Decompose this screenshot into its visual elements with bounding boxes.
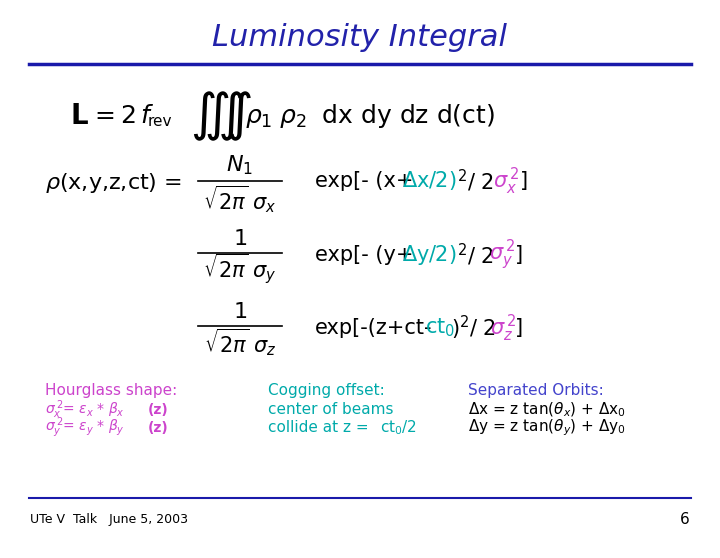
Text: $^2$/ 2: $^2$/ 2 — [457, 242, 494, 268]
Text: $\sigma_y^{\,2}$: $\sigma_y^{\,2}$ — [489, 238, 516, 272]
Text: UTe V  Talk   June 5, 2003: UTe V Talk June 5, 2003 — [30, 513, 188, 527]
Text: )$^2$/ 2: )$^2$/ 2 — [451, 314, 496, 342]
Text: Separated Orbits:: Separated Orbits: — [468, 382, 604, 397]
Text: $\mathbf{L}$: $\mathbf{L}$ — [70, 102, 89, 130]
Text: $\Delta$x = z tan($\theta_x$) + $\Delta$x$_0$: $\Delta$x = z tan($\theta_x$) + $\Delta$… — [468, 401, 626, 419]
Text: $\Delta$y = z tan($\theta_y$) + $\Delta$y$_0$: $\Delta$y = z tan($\theta_y$) + $\Delta$… — [468, 418, 626, 438]
Text: Luminosity Integral: Luminosity Integral — [212, 23, 508, 52]
Text: $\sqrt{2\pi}\;\sigma_z$: $\sqrt{2\pi}\;\sigma_z$ — [204, 326, 276, 358]
Text: $1$: $1$ — [233, 302, 247, 322]
Text: exp[- (y+: exp[- (y+ — [315, 245, 413, 265]
Text: ct$_0$/2: ct$_0$/2 — [380, 418, 417, 437]
Text: Hourglass shape:: Hourglass shape: — [45, 382, 177, 397]
Text: ]: ] — [515, 245, 523, 265]
Text: $\sigma_y^{\,2}$= $\varepsilon_y$ * $\beta_y$: $\sigma_y^{\,2}$= $\varepsilon_y$ * $\be… — [45, 416, 125, 440]
Text: $\Delta$y/2): $\Delta$y/2) — [402, 243, 456, 267]
Text: (z): (z) — [148, 421, 168, 435]
Text: exp[- (x+: exp[- (x+ — [315, 171, 413, 191]
Text: Cogging offset:: Cogging offset: — [268, 382, 384, 397]
Text: ct$_0$: ct$_0$ — [425, 317, 455, 339]
Text: $\iiint\!\!\!\int$: $\iiint\!\!\!\int$ — [190, 89, 252, 143]
Text: (z): (z) — [148, 403, 168, 417]
Text: $\rho_1\;\rho_2\;$ dx dy dz d(ct): $\rho_1\;\rho_2\;$ dx dy dz d(ct) — [245, 102, 495, 130]
Text: $\sigma_x^{\,2}$= $\varepsilon_x$ * $\beta_x$: $\sigma_x^{\,2}$= $\varepsilon_x$ * $\be… — [45, 399, 125, 421]
Text: $1$: $1$ — [233, 229, 247, 249]
Text: center of beams: center of beams — [268, 402, 394, 417]
Text: ]: ] — [515, 318, 523, 338]
Text: $\sqrt{2\pi}\;\sigma_y$: $\sqrt{2\pi}\;\sigma_y$ — [204, 252, 276, 286]
Text: $\rho$(x,y,z,ct) =: $\rho$(x,y,z,ct) = — [45, 171, 182, 195]
Text: collide at z =: collide at z = — [268, 421, 374, 435]
Text: rev: rev — [148, 114, 173, 129]
Text: $\Delta$x/2): $\Delta$x/2) — [402, 170, 456, 193]
Text: $N_1$: $N_1$ — [227, 153, 253, 177]
Text: exp[-(z+ct-: exp[-(z+ct- — [315, 318, 433, 338]
Text: $\sigma_x^{\,2}$: $\sigma_x^{\,2}$ — [493, 165, 519, 196]
Text: $= 2\, f$: $= 2\, f$ — [90, 104, 155, 128]
Text: $\sigma_z^{\,2}$: $\sigma_z^{\,2}$ — [490, 312, 516, 344]
Text: $\sqrt{2\pi}\;\sigma_x$: $\sqrt{2\pi}\;\sigma_x$ — [204, 183, 276, 215]
Text: $^2$/ 2: $^2$/ 2 — [457, 168, 496, 194]
Text: ]: ] — [520, 171, 528, 191]
Text: 6: 6 — [680, 512, 690, 527]
